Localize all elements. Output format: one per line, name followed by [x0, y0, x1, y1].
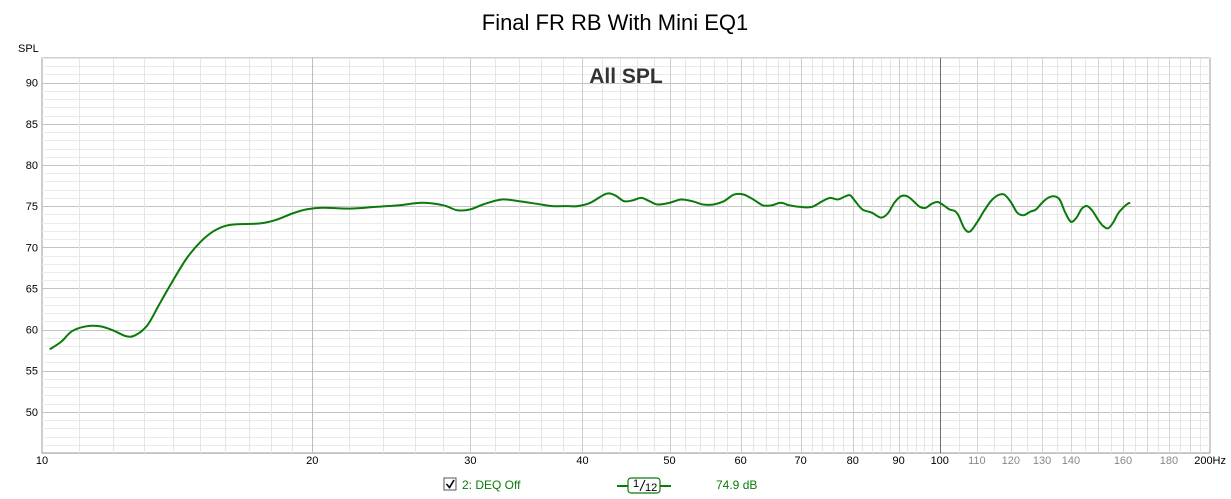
x-tick-label: 160	[1114, 455, 1132, 467]
plot-area[interactable]	[41, 57, 1211, 454]
x-tick-label: 20	[306, 455, 318, 467]
grid	[42, 58, 1210, 454]
y-tick-labels: 50 55 60 65 70 75 80 85 90	[26, 78, 38, 419]
x-tick-label: 130	[1033, 455, 1051, 467]
overlay-label: All SPL	[589, 65, 663, 88]
y-tick-label: 55	[26, 366, 38, 378]
legend-checkbox[interactable]	[443, 477, 457, 491]
x-tick-label: 80	[847, 455, 859, 467]
y-tick-label: 80	[26, 160, 38, 172]
y-tick-label: 70	[26, 242, 38, 254]
x-tick-label: 10	[36, 455, 48, 467]
x-tick-label: 70	[795, 455, 807, 467]
value-readout: 74.9 dB	[716, 478, 757, 492]
smoothing-denominator: 12	[645, 482, 657, 494]
y-tick-label: 75	[26, 201, 38, 213]
legend: 2: DEQ Off 1 12 74.9 dB	[443, 477, 757, 494]
smoothing-numerator: 1	[633, 478, 639, 490]
x-tick-label: 120	[1002, 455, 1020, 467]
x-tick-label: 180	[1160, 455, 1178, 467]
x-tick-label: 90	[893, 455, 905, 467]
x-tick-label: 50	[663, 455, 675, 467]
y-axis-label: SPL	[18, 43, 39, 55]
y-tick-label: 65	[26, 283, 38, 295]
x-tick-label: 60	[734, 455, 746, 467]
x-tick-labels: 10 20 30 40 50 60 70 80 90 100 110 120 130 140 160 180 2…	[36, 455, 1226, 467]
checkmark-icon	[445, 479, 455, 489]
x-tick-label: 40	[576, 455, 588, 467]
y-tick-label: 50	[26, 407, 38, 419]
x-tick-label: 200Hz	[1194, 455, 1226, 467]
series-line-deq-off	[49, 192, 1131, 351]
x-tick-label: 140	[1062, 455, 1080, 467]
y-tick-label: 90	[26, 78, 38, 90]
x-tick-label: 30	[464, 455, 476, 467]
legend-series-label[interactable]: 2: DEQ Off	[462, 478, 521, 492]
chart-title: Final FR RB With Mini EQ1	[482, 10, 749, 35]
x-tick-label: 100	[931, 455, 949, 467]
smoothing-indicator[interactable]: 1 12	[617, 477, 671, 494]
x-tick-label: 110	[968, 455, 986, 467]
y-tick-label: 85	[26, 119, 38, 131]
y-tick-label: 60	[26, 325, 38, 337]
